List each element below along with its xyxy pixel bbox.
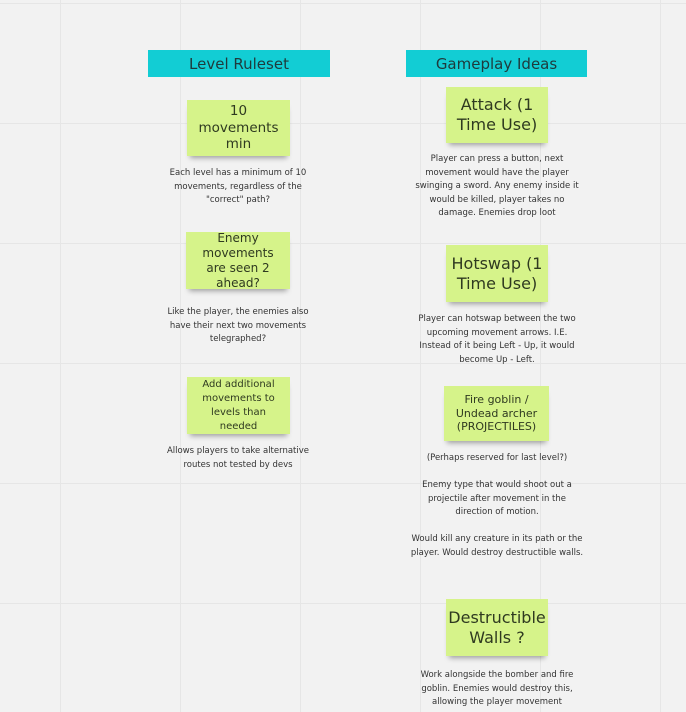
description-hotswap: Player can hotswap between the two upcom… [418, 314, 576, 365]
sticky-enemy-movements[interactable]: Enemy movements are seen 2 ahead? [186, 231, 290, 290]
description-enemy-movements: Like the player, the enemies also have t… [167, 307, 309, 344]
description-fire-goblin: (Perhaps reserved for last level?) Enemy… [410, 453, 584, 558]
sticky-fire-goblin[interactable]: Fire goblin / Undead archer (PROJECTILES… [444, 386, 549, 441]
header-gameplay-ideas[interactable]: Gameplay Ideas [406, 50, 587, 77]
sticky-additional-movements[interactable]: Add additional movements to levels than … [187, 377, 290, 434]
description-additional-movements: Allows players to take alternative route… [166, 446, 310, 470]
description-10-movements: Each level has a minimum of 10 movements… [169, 168, 307, 205]
description-destructible-walls: Work alongside the bomber and fire gobli… [420, 670, 574, 707]
sticky-hotswap[interactable]: Hotswap (1 Time Use) [446, 245, 548, 302]
sticky-destructible-walls[interactable]: Destructible Walls ? [446, 599, 548, 656]
header-level-ruleset[interactable]: Level Ruleset [148, 50, 330, 77]
sticky-attack[interactable]: Attack (1 Time Use) [446, 87, 548, 143]
description-attack: Player can press a button, next movement… [415, 154, 579, 218]
sticky-10-movements[interactable]: 10 movements min [187, 100, 290, 156]
